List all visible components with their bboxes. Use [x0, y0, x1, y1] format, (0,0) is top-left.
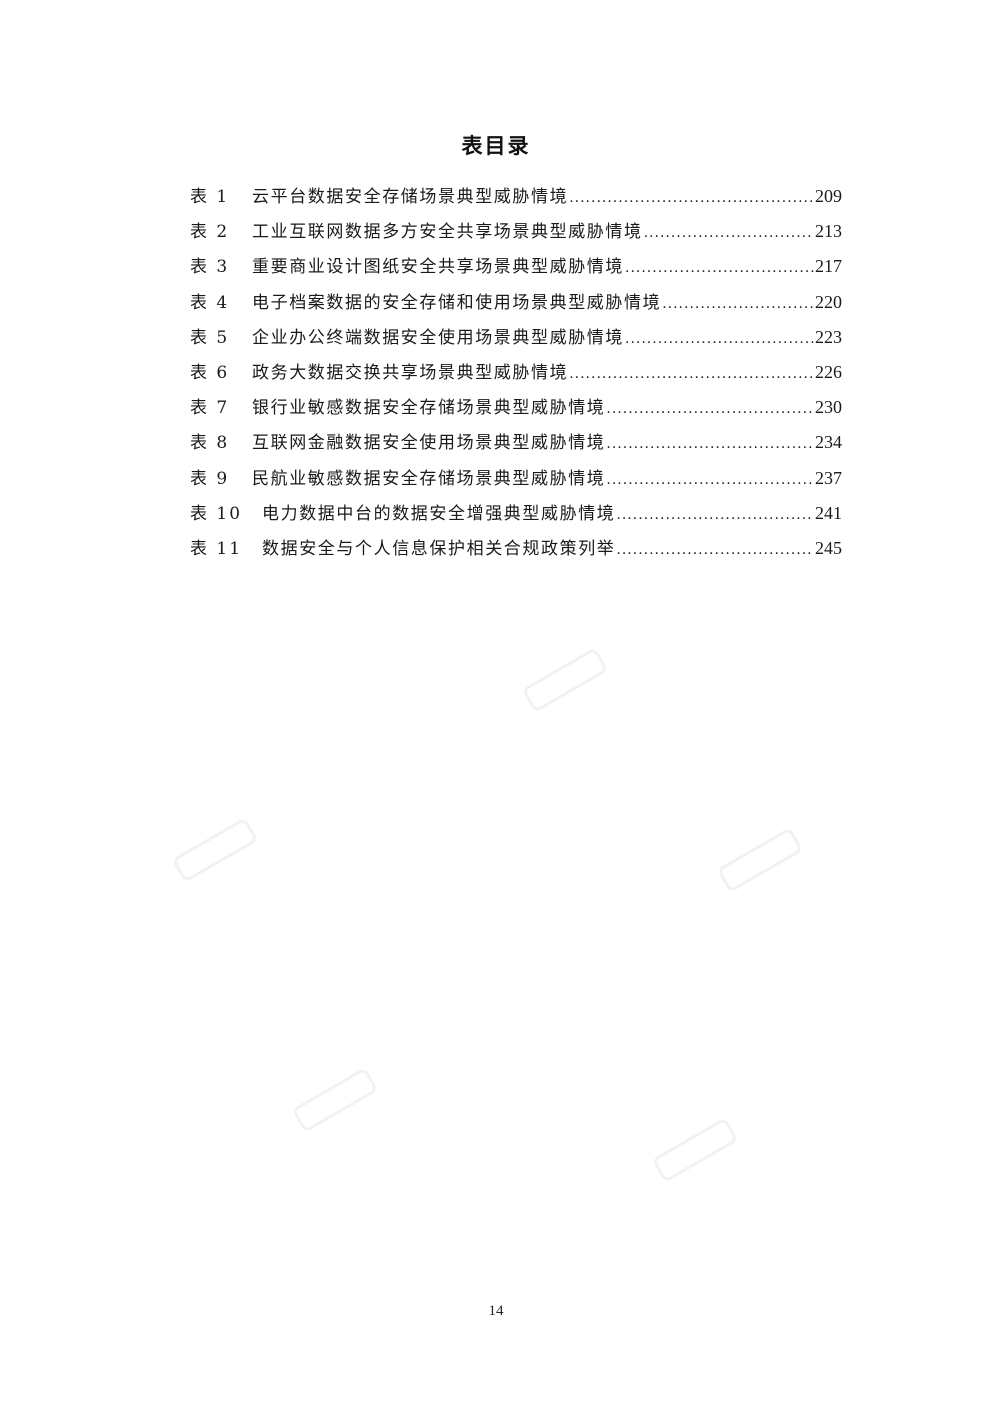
toc-entry[interactable]: 表 1 云平台数据安全存储场景典型威胁情境 209 [190, 182, 842, 217]
toc-dot-leader [569, 366, 814, 382]
toc-entry-title: 互联网金融数据安全使用场景典型威胁情境 [252, 433, 606, 454]
toc-entry-label: 表 7 [190, 398, 230, 419]
watermark-icon [719, 829, 801, 891]
toc-entry[interactable]: 表 9 民航业敏感数据安全存储场景典型威胁情境 237 [190, 464, 842, 499]
toc-entry-label: 表 1 [190, 187, 230, 207]
toc-entry[interactable]: 表 4 电子档案数据的安全存储和使用场景典型威胁情境 220 [190, 288, 842, 323]
toc-entry-label: 表 8 [190, 433, 230, 454]
toc-entry-page: 234 [815, 432, 842, 453]
watermark-icon [294, 1069, 376, 1131]
toc-entry-label: 表 2 [190, 222, 230, 243]
toc-entry[interactable]: 表 8 互联网金融数据安全使用场景典型威胁情境 234 [190, 428, 842, 463]
toc-entry-label: 表 6 [190, 362, 230, 383]
toc-dot-leader [625, 260, 814, 276]
toc-entry-label: 表 4 [190, 292, 230, 313]
toc-dot-leader [616, 542, 814, 558]
toc-entry[interactable]: 表 3 重要商业设计图纸安全共享场景典型威胁情境 217 [190, 252, 842, 287]
toc-entry-title: 政务大数据交换共享场景典型威胁情境 [252, 362, 569, 383]
toc-entry-page: 245 [815, 537, 842, 558]
toc-dot-leader [625, 331, 814, 347]
toc-entry-page: 217 [815, 256, 842, 277]
toc-entry-page: 241 [815, 502, 842, 523]
toc-entry-title: 云平台数据安全存储场景典型威胁情境 [252, 187, 569, 207]
toc-entry[interactable]: 表 6 政务大数据交换共享场景典型威胁情境 226 [190, 358, 842, 393]
toc-entry-page: 220 [815, 291, 842, 312]
toc-entry[interactable]: 表 2 工业互联网数据多方安全共享场景典型威胁情境 213 [190, 217, 842, 252]
toc-entry-title: 数据安全与个人信息保护相关合规政策列举 [262, 538, 616, 559]
toc-entry-page: 209 [815, 186, 842, 206]
toc-entry-label: 表 11 [190, 538, 243, 559]
toc-entry-title: 企业办公终端数据安全使用场景典型威胁情境 [252, 327, 624, 348]
page-number: 14 [488, 1303, 504, 1319]
watermark-icon [524, 649, 606, 711]
toc-entry-label: 表 9 [190, 468, 230, 489]
toc-entry-title: 银行业敏感数据安全存储场景典型威胁情境 [252, 398, 606, 419]
toc-entry-title: 民航业敏感数据安全存储场景典型威胁情境 [252, 468, 606, 489]
toc-entry[interactable]: 表 5 企业办公终端数据安全使用场景典型威胁情境 223 [190, 323, 842, 358]
toc-entry-page: 223 [815, 326, 842, 347]
toc-entry[interactable]: 表 11 数据安全与个人信息保护相关合规政策列举 245 [190, 534, 842, 569]
toc-dot-leader [569, 190, 814, 206]
toc-entry[interactable]: 表 10 电力数据中台的数据安全增强典型威胁情境 241 [190, 499, 842, 534]
toc-entry-page: 237 [815, 467, 842, 488]
toc-dot-leader [606, 472, 814, 488]
watermark-icon [654, 1119, 736, 1181]
toc-dot-leader [606, 436, 814, 452]
toc-entry-title: 电力数据中台的数据安全增强典型威胁情境 [262, 503, 616, 524]
toc-dot-leader [662, 296, 814, 312]
toc-dot-leader [644, 225, 814, 241]
toc-entry-label: 表 10 [190, 503, 243, 524]
toc-entry[interactable]: 表 7 银行业敏感数据安全存储场景典型威胁情境 230 [190, 393, 842, 428]
toc-entry-title: 电子档案数据的安全存储和使用场景典型威胁情境 [252, 292, 662, 313]
toc-entry-page: 230 [815, 397, 842, 418]
page-title: 表目录 [461, 134, 531, 158]
toc-entry-title: 重要商业设计图纸安全共享场景典型威胁情境 [252, 257, 624, 278]
watermark-icon [174, 819, 256, 881]
table-of-tables: 表 1 云平台数据安全存储场景典型威胁情境 209 表 2 工业互联网数据多方安… [190, 182, 842, 569]
toc-dot-leader [616, 507, 814, 523]
toc-entry-label: 表 3 [190, 257, 230, 278]
toc-entry-label: 表 5 [190, 327, 230, 348]
toc-entry-page: 213 [815, 221, 842, 242]
toc-entry-page: 226 [815, 361, 842, 382]
toc-entry-title: 工业互联网数据多方安全共享场景典型威胁情境 [252, 222, 643, 243]
toc-dot-leader [606, 401, 814, 417]
